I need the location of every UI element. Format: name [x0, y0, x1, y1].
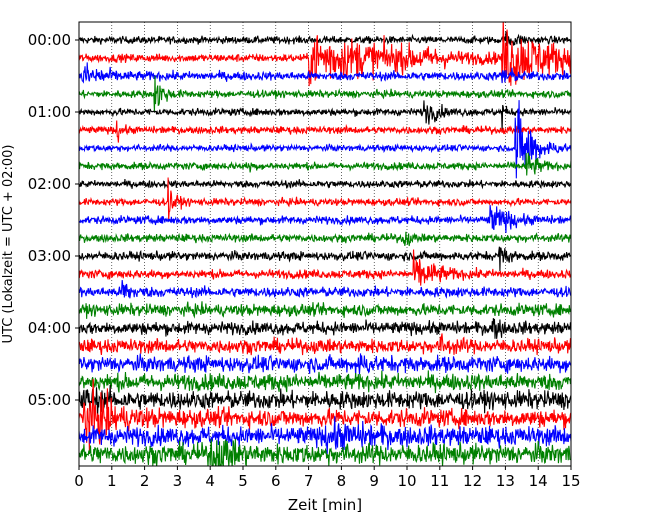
trace-0530 [79, 416, 571, 454]
trace-0030 [79, 62, 571, 84]
x-tick-label: 11 [430, 472, 449, 490]
x-tick-label: 6 [271, 472, 281, 490]
trace-0500 [79, 385, 571, 416]
y-tick-label: 00:00 [28, 31, 71, 49]
x-axis-label: Zeit [min] [288, 496, 362, 514]
trace-0200 [79, 178, 571, 190]
x-tick-label: 12 [463, 472, 482, 490]
trace-0215 [79, 177, 571, 220]
x-tick-label: 3 [173, 472, 183, 490]
trace-0545 [79, 438, 571, 466]
x-tick-label: 13 [496, 472, 515, 490]
x-axis-ticks: 0 1 2 3 4 5 6 7 8 9 10 11 12 13 14 15 [74, 466, 581, 490]
trace-0515 [79, 378, 571, 453]
trace-0445 [79, 370, 571, 394]
y-tick-label: 05:00 [28, 391, 71, 409]
plot-frame [78, 21, 572, 467]
y-axis-label: UTC (Lokalzeit = UTC + 02:00) [1, 145, 16, 344]
y-tick-label: 03:00 [28, 247, 71, 265]
trace-0230 [79, 204, 571, 234]
x-tick-label: 15 [561, 472, 580, 490]
x-tick-label: 8 [337, 472, 347, 490]
trace-0015 [79, 22, 571, 87]
trace-0345 [79, 301, 571, 319]
trace-0415 [79, 333, 571, 356]
x-tick-label: 2 [140, 472, 150, 490]
trace-0115 [79, 120, 571, 143]
x-tick-label: 0 [74, 472, 84, 490]
trace-0145 [79, 152, 571, 176]
x-tick-label: 7 [304, 472, 314, 490]
trace-0330 [79, 280, 571, 299]
x-tick-label: 5 [238, 472, 248, 490]
trace-group [79, 22, 571, 466]
x-tick-label: 9 [369, 472, 379, 490]
trace-0000 [79, 31, 571, 47]
trace-0100 [79, 100, 571, 133]
trace-0130 [79, 100, 571, 179]
trace-0315 [79, 249, 571, 286]
trace-0400 [79, 318, 571, 339]
x-tick-label: 1 [107, 472, 117, 490]
trace-0300 [79, 246, 571, 272]
y-tick-label: 04:00 [28, 319, 71, 337]
y-tick-label: 02:00 [28, 175, 71, 193]
x-tick-label: 10 [397, 472, 416, 490]
trace-0245 [79, 231, 571, 247]
y-axis-ticks: 00:00 01:00 02:00 03:00 04:00 05:00 [28, 31, 79, 409]
x-tick-label: 4 [205, 472, 215, 490]
x-tick-label: 14 [529, 472, 548, 490]
y-tick-label: 01:00 [28, 103, 71, 121]
trace-0430 [79, 353, 571, 376]
trace-0045 [79, 75, 571, 113]
